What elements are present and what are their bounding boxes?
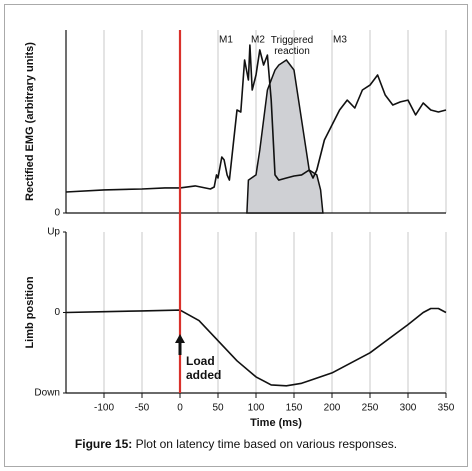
line: [65, 307, 447, 387]
y-tick-label: 0: [54, 208, 60, 219]
figure-border: [4, 4, 468, 467]
arrow: [175, 334, 185, 355]
x-tick-label: -50: [135, 403, 150, 414]
x-tick-label: 350: [438, 403, 455, 414]
x-axis-label: Time (ms): [250, 417, 302, 429]
x-tick-label: 300: [400, 403, 417, 414]
x-tick-label: 150: [286, 403, 303, 414]
line: [65, 44, 447, 193]
load-annotation: Load added: [186, 354, 222, 382]
area: [246, 58, 324, 214]
caption-label: Figure 15:: [74, 437, 133, 451]
y-tick-label: Down: [34, 388, 60, 399]
y-tick-label: Up: [47, 227, 60, 238]
annotation: M2: [251, 35, 265, 46]
annotation: Triggered reaction: [271, 35, 313, 57]
x-tick-label: 200: [324, 403, 341, 414]
x-tick-label: 100: [248, 403, 265, 414]
y-axis-label: Limb position: [24, 276, 36, 348]
x-tick-label: 0: [177, 403, 183, 414]
caption: Figure 15: Plot on latency time based on…: [0, 437, 472, 451]
x-tick-label: -100: [94, 403, 114, 414]
caption-text: Plot on latency time based on various re…: [132, 437, 398, 451]
y-tick-label: 0: [54, 307, 60, 318]
annotation: M1: [219, 35, 233, 46]
x-tick-label: 50: [212, 403, 224, 414]
y-axis-label: Rectified EMG (arbitrary units): [24, 42, 36, 201]
annotation: M3: [333, 35, 347, 46]
x-tick-label: 250: [362, 403, 379, 414]
